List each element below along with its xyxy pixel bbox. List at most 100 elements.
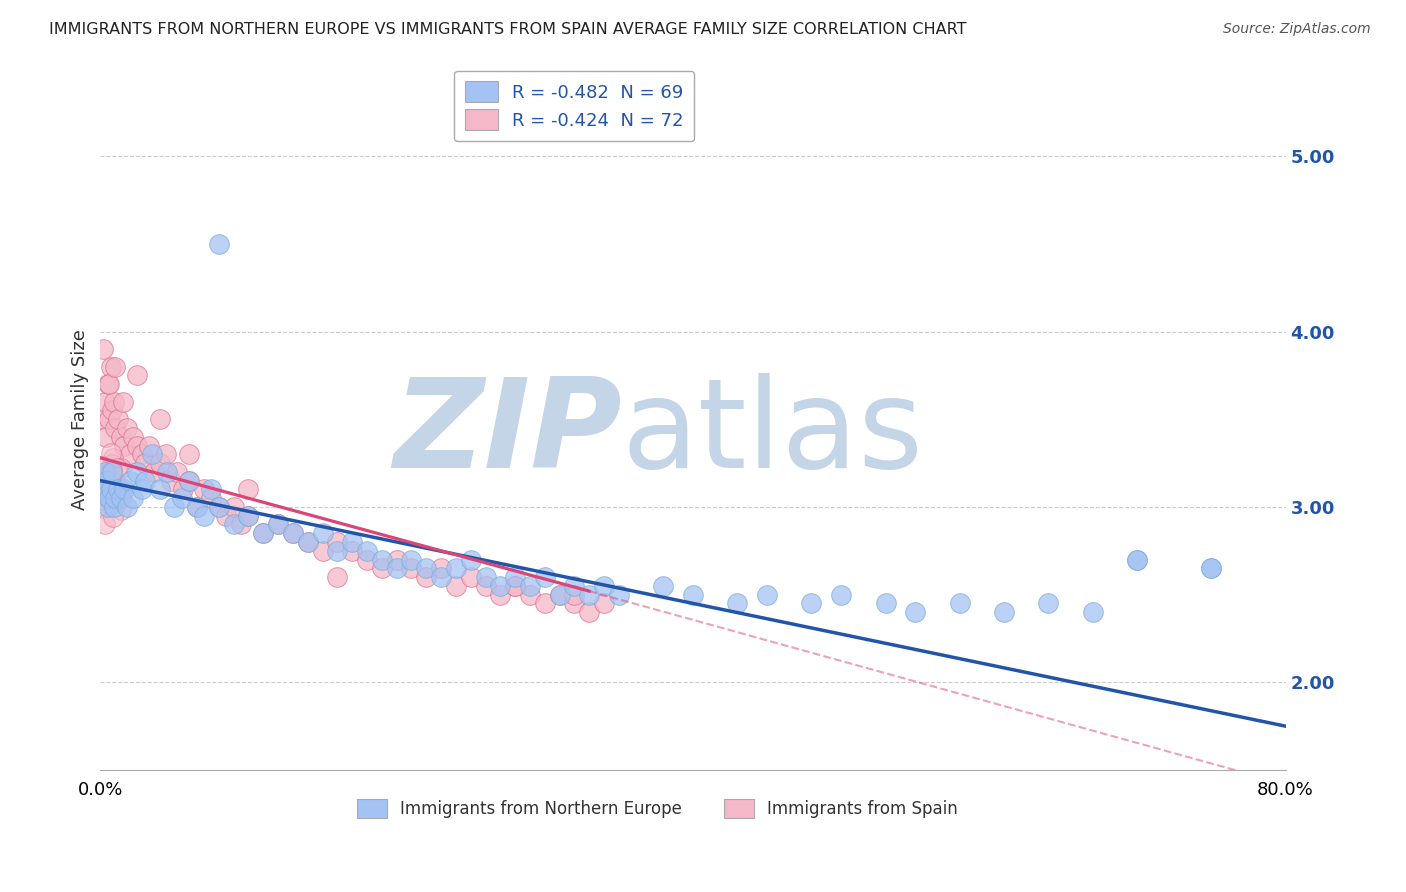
Point	[122, 430, 145, 444]
Point	[1201, 561, 1223, 575]
Point	[444, 561, 467, 575]
Point	[93, 517, 115, 532]
Point	[564, 588, 586, 602]
Point	[104, 491, 127, 505]
Point	[122, 491, 145, 505]
Point	[110, 503, 132, 517]
Point	[101, 510, 124, 524]
Point	[127, 439, 149, 453]
Point	[91, 342, 114, 356]
Point	[503, 570, 526, 584]
Point	[460, 552, 482, 566]
Point	[238, 508, 260, 523]
Point	[200, 491, 222, 505]
Point	[356, 543, 378, 558]
Point	[725, 596, 748, 610]
Point	[904, 605, 927, 619]
Point	[105, 461, 128, 475]
Point	[385, 561, 408, 575]
Point	[111, 394, 134, 409]
Point	[110, 430, 132, 444]
Point	[101, 496, 124, 510]
Point	[208, 500, 231, 514]
Point	[875, 596, 897, 610]
Point	[107, 483, 129, 497]
Point	[118, 447, 141, 461]
Point	[800, 596, 823, 610]
Point	[127, 368, 149, 383]
Point	[215, 508, 238, 523]
Point	[100, 359, 122, 374]
Point	[97, 377, 120, 392]
Point	[100, 483, 122, 497]
Point	[238, 483, 260, 497]
Point	[100, 488, 122, 502]
Point	[94, 394, 117, 409]
Point	[110, 483, 132, 498]
Point	[115, 421, 138, 435]
Point	[578, 605, 600, 619]
Point	[101, 465, 124, 479]
Point	[252, 526, 274, 541]
Point	[222, 517, 245, 532]
Point	[94, 465, 117, 479]
Point	[118, 474, 141, 488]
Text: IMMIGRANTS FROM NORTHERN EUROPE VS IMMIGRANTS FROM SPAIN AVERAGE FAMILY SIZE COR: IMMIGRANTS FROM NORTHERN EUROPE VS IMMIG…	[49, 22, 967, 37]
Point	[112, 439, 135, 453]
Point	[98, 491, 121, 505]
Point	[326, 535, 349, 549]
Point	[1126, 552, 1149, 566]
Point	[229, 517, 252, 532]
Point	[252, 526, 274, 541]
Point	[533, 570, 555, 584]
Point	[281, 526, 304, 541]
Point	[115, 500, 138, 514]
Point	[652, 579, 675, 593]
Point	[98, 377, 121, 392]
Point	[1081, 605, 1104, 619]
Point	[103, 394, 125, 409]
Point	[104, 421, 127, 435]
Point	[993, 605, 1015, 619]
Point	[564, 596, 586, 610]
Point	[96, 472, 118, 486]
Point	[110, 460, 132, 475]
Point	[548, 588, 571, 602]
Point	[96, 484, 118, 499]
Point	[170, 491, 193, 505]
Point	[110, 491, 132, 505]
Point	[533, 596, 555, 610]
Point	[267, 517, 290, 532]
Point	[607, 588, 630, 602]
Text: ZIP: ZIP	[394, 373, 621, 494]
Point	[97, 500, 120, 514]
Point	[172, 483, 194, 497]
Point	[311, 543, 333, 558]
Point	[96, 467, 118, 482]
Point	[503, 579, 526, 593]
Point	[138, 439, 160, 453]
Point	[548, 588, 571, 602]
Point	[238, 508, 260, 523]
Point	[430, 570, 453, 584]
Point	[103, 484, 125, 499]
Point	[1126, 552, 1149, 566]
Point	[100, 446, 122, 460]
Text: atlas: atlas	[621, 373, 924, 494]
Point	[134, 456, 156, 470]
Point	[96, 430, 118, 444]
Point	[111, 489, 134, 503]
Point	[107, 490, 129, 504]
Point	[340, 535, 363, 549]
Point	[91, 492, 114, 507]
Point	[489, 588, 512, 602]
Point	[179, 474, 201, 488]
Point	[371, 552, 394, 566]
Point	[193, 508, 215, 523]
Y-axis label: Average Family Size: Average Family Size	[72, 329, 89, 509]
Point	[91, 412, 114, 426]
Point	[101, 403, 124, 417]
Point	[101, 451, 124, 466]
Point	[949, 596, 972, 610]
Legend: Immigrants from Northern Europe, Immigrants from Spain: Immigrants from Northern Europe, Immigra…	[350, 792, 965, 825]
